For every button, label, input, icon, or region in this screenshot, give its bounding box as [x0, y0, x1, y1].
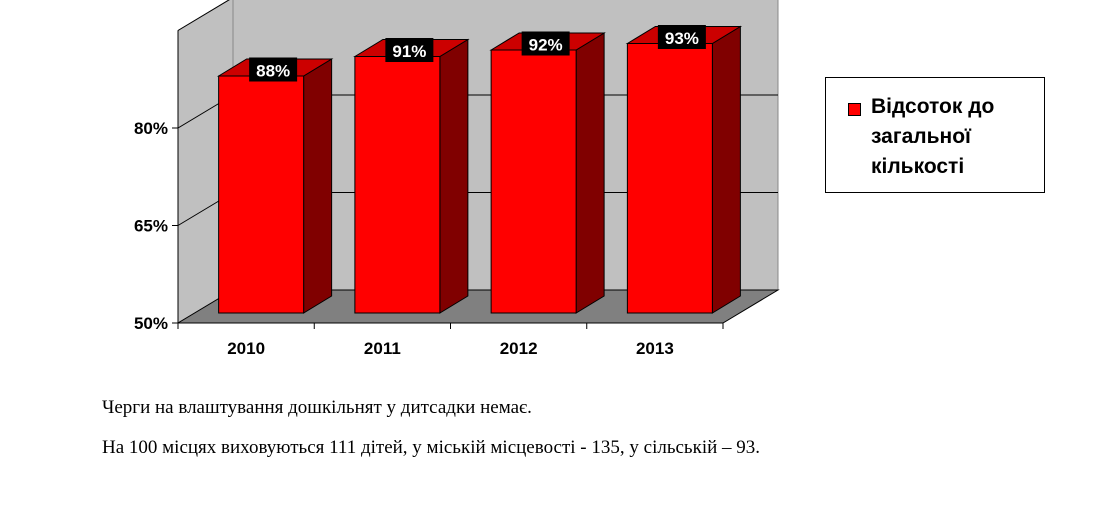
- x-tick-labels: 2010 2011 2012 2013: [227, 339, 674, 358]
- legend-label: Відсоток до загальної кількості: [871, 95, 995, 178]
- x-tick-label: 2012: [500, 339, 538, 358]
- bars: [216, 25, 743, 314]
- paragraph-places: На 100 місцях виховуються 111 дітей, у м…: [102, 437, 761, 458]
- bar: [626, 43, 713, 314]
- x-tick-label: 2013: [636, 339, 674, 358]
- data-label-box: [385, 38, 434, 62]
- x-tick-label: 2010: [227, 339, 265, 358]
- bar: [490, 49, 577, 314]
- paragraph-queue: Черги на влаштування дошкільнят у дитсад…: [102, 397, 532, 418]
- bar-chart: 50% 65% 80% 2010 2011 2012 2013 88% 91% 92% 93%: [134, 0, 780, 358]
- gridline: [177, 0, 230, 31]
- data-label: 91%: [392, 42, 426, 61]
- y-tick-label: 50%: [134, 314, 168, 333]
- data-label-box: [249, 57, 298, 82]
- data-label: 92%: [529, 36, 563, 55]
- x-tick-label: 2011: [364, 339, 401, 358]
- y-tick-label: 80%: [134, 119, 168, 138]
- data-label: 93%: [665, 29, 699, 48]
- bar: [218, 75, 305, 314]
- bar-side: [575, 32, 605, 314]
- legend-swatch: [848, 103, 861, 116]
- legend: Відсоток до загальної кількості: [825, 77, 1045, 193]
- data-label-box: [521, 31, 570, 56]
- y-tick-label: 65%: [134, 217, 168, 236]
- data-label-box: [657, 25, 706, 49]
- bar: [354, 56, 441, 314]
- y-tick-labels: 50% 65% 80%: [134, 119, 168, 333]
- data-labels: 88% 91% 92% 93%: [249, 25, 706, 82]
- bar-side: [711, 25, 741, 314]
- axes: [172, 30, 724, 329]
- bar-side: [303, 58, 333, 314]
- data-label: 88%: [256, 62, 290, 81]
- bar-side: [439, 38, 469, 314]
